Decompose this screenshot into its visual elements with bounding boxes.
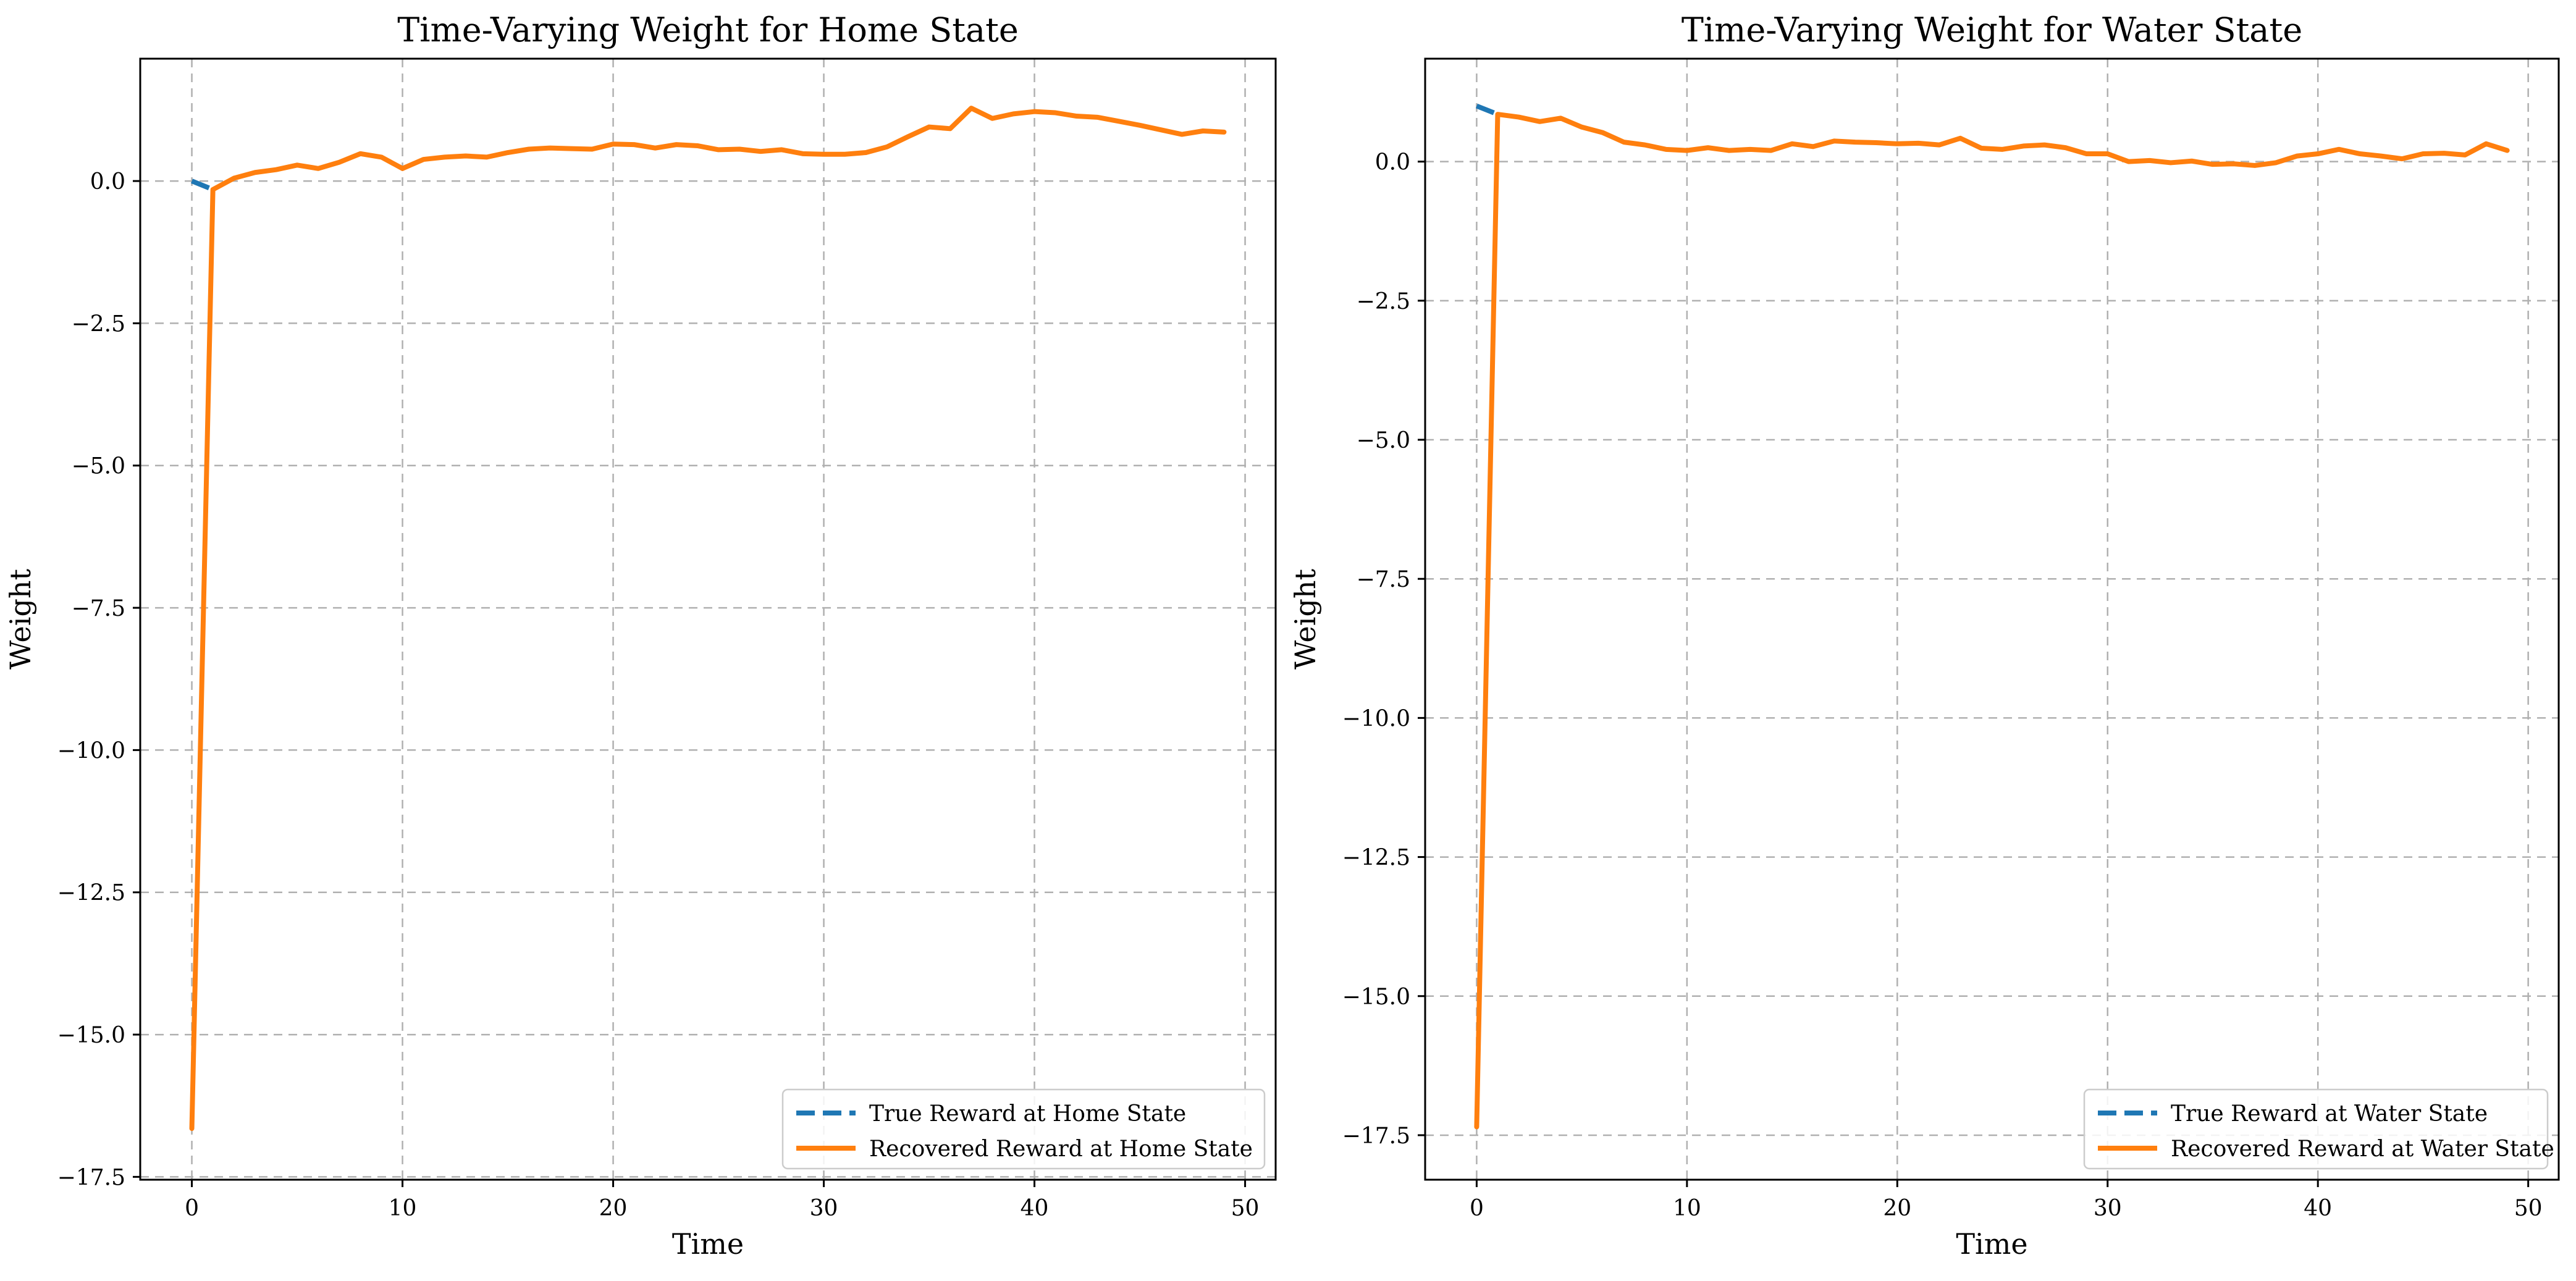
water-y-tick-label: −7.5 (1357, 567, 1410, 592)
water-legend: True Reward at Water State Recovered Rewa… (2083, 1088, 2554, 1170)
home-y-tick-label: −5.0 (72, 454, 125, 479)
water-chart: 0 10 20 30 40 50 0.0 −2.5 −5.0 −7.5 −10.0 −12.5 −15.… (1289, 10, 2560, 1261)
home-x-tick-label: 50 (1231, 1196, 1260, 1221)
home-y-tick-label: −15.0 (57, 1023, 125, 1048)
water-y-tick-label: −12.5 (1342, 846, 1410, 871)
water-legend-label: True Reward at Water State (2171, 1101, 2488, 1127)
water-legend-box (2083, 1088, 2549, 1170)
home-plot-area (140, 59, 1276, 1180)
home-x-tick-label: 10 (389, 1196, 417, 1221)
home-x-axis-label: Time (672, 1227, 744, 1261)
home-y-tick-label: −7.5 (72, 596, 125, 621)
water-y-axis-label: Weight (1289, 568, 1322, 670)
home-legend-label: Recovered Reward at Home State (869, 1136, 1253, 1162)
home-legend-label: True Reward at Home State (869, 1101, 1186, 1127)
home-axes-frame (139, 57, 1277, 1181)
water-plot-area (1425, 59, 2559, 1180)
water-x-tick-label: 10 (1673, 1196, 1701, 1221)
water-x-tick-label: 50 (2514, 1196, 2543, 1221)
home-x-tick-label: 20 (599, 1196, 628, 1221)
water-axes-frame (1424, 57, 2560, 1181)
home-recovered-reward-line (189, 106, 1227, 1132)
water-y-tick-label: −15.0 (1342, 985, 1410, 1010)
water-y-tick-label: −5.0 (1357, 428, 1410, 453)
water-x-tick-label: 0 (1470, 1196, 1484, 1221)
water-x-tick-label: 30 (2094, 1196, 2122, 1221)
water-y-tick-label: −2.5 (1357, 289, 1410, 314)
water-legend-label: Recovered Reward at Water State (2171, 1136, 2554, 1162)
home-y-tick-label: 0.0 (90, 169, 125, 195)
water-y-tick-label: −17.5 (1342, 1124, 1410, 1149)
home-x-tick-label: 0 (185, 1196, 199, 1221)
water-chart-title: Time-Varying Weight for Water State (1682, 10, 2302, 49)
water-x-axis-label: Time (1956, 1227, 2027, 1261)
home-chart: 0 10 20 30 40 50 0.0 −2.5 −5.0 −7.5 −10.0 −12.5 −15.… (4, 10, 1277, 1261)
water-recovered-reward-line (1474, 112, 2510, 1130)
home-y-tick-label: −10.0 (57, 738, 125, 763)
water-x-tick-label: 20 (1883, 1196, 1911, 1221)
water-y-tick-label: −10.0 (1342, 706, 1410, 731)
home-chart-title: Time-Varying Weight for Home State (397, 10, 1019, 49)
home-x-tick-label: 30 (810, 1196, 838, 1221)
home-y-tick-label: −2.5 (72, 311, 125, 337)
home-legend: True Reward at Home State Recovered Rewar… (781, 1088, 1266, 1170)
water-y-tick-label: 0.0 (1375, 150, 1410, 175)
water-true-reward-line (1475, 103, 1499, 117)
home-y-axis-label: Weight (4, 568, 37, 670)
home-true-reward-line (191, 178, 214, 192)
home-y-tick-label: −17.5 (57, 1165, 125, 1190)
home-x-tick-label: 40 (1021, 1196, 1049, 1221)
water-x-tick-label: 40 (2304, 1196, 2332, 1221)
home-legend-box (781, 1088, 1266, 1170)
home-y-tick-label: −12.5 (57, 881, 125, 906)
